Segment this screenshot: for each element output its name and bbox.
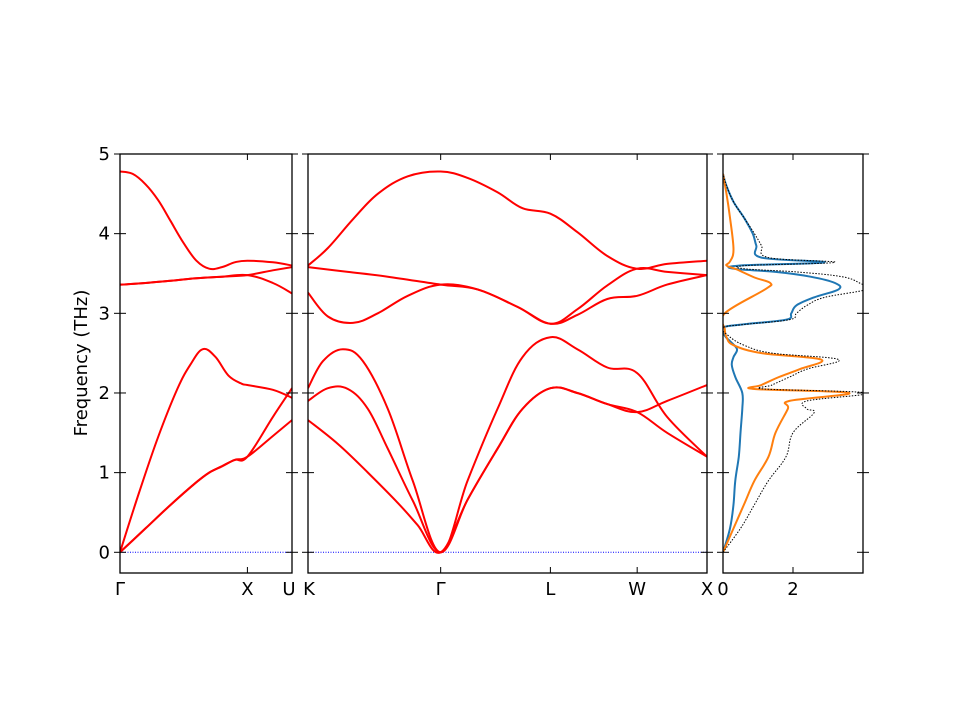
y-tick-label: 0 <box>99 542 110 563</box>
x-tick-label: U <box>282 579 295 600</box>
series-line-3 <box>308 274 707 325</box>
x-tick-label: 2 <box>787 579 798 600</box>
plot-area <box>308 170 707 554</box>
series-line-0 <box>120 419 292 554</box>
x-tick-label: 0 <box>717 579 728 600</box>
y-tick-label: 4 <box>99 224 110 245</box>
y-tick-label: 1 <box>99 463 110 484</box>
band-panel-left: 0 1 2 3 4 5 Γ X U <box>99 144 298 600</box>
y-tick-label: 2 <box>99 383 110 404</box>
x-tick-label: Γ <box>436 579 446 600</box>
series-line-5 <box>120 170 292 271</box>
x-tick-label: X <box>701 579 713 600</box>
plot-area <box>723 173 863 553</box>
series-line-2 <box>723 173 863 553</box>
axis-frame <box>119 153 293 574</box>
series-line-0 <box>723 173 842 553</box>
x-tick-label: W <box>628 579 646 600</box>
series-line-1 <box>308 384 707 554</box>
series-line-1 <box>723 173 851 553</box>
x-tick-label: X <box>241 579 253 600</box>
series-line-2 <box>308 336 707 554</box>
axis-frame <box>307 153 708 574</box>
series-line-4 <box>308 266 707 325</box>
series-line-0 <box>308 386 707 554</box>
y-axis-label: Frequency (THz) <box>71 290 92 437</box>
x-tick-label: L <box>545 579 555 600</box>
series-line-4 <box>120 273 292 295</box>
series-line-1 <box>120 387 292 554</box>
y-tick-label: 5 <box>99 144 110 165</box>
series-line-2 <box>120 347 292 553</box>
y-tick-label: 3 <box>99 303 110 324</box>
x-tick-label: K <box>303 579 316 600</box>
series-line-5 <box>308 170 707 270</box>
x-tick-label: Γ <box>115 579 125 600</box>
plot-area <box>120 170 292 554</box>
